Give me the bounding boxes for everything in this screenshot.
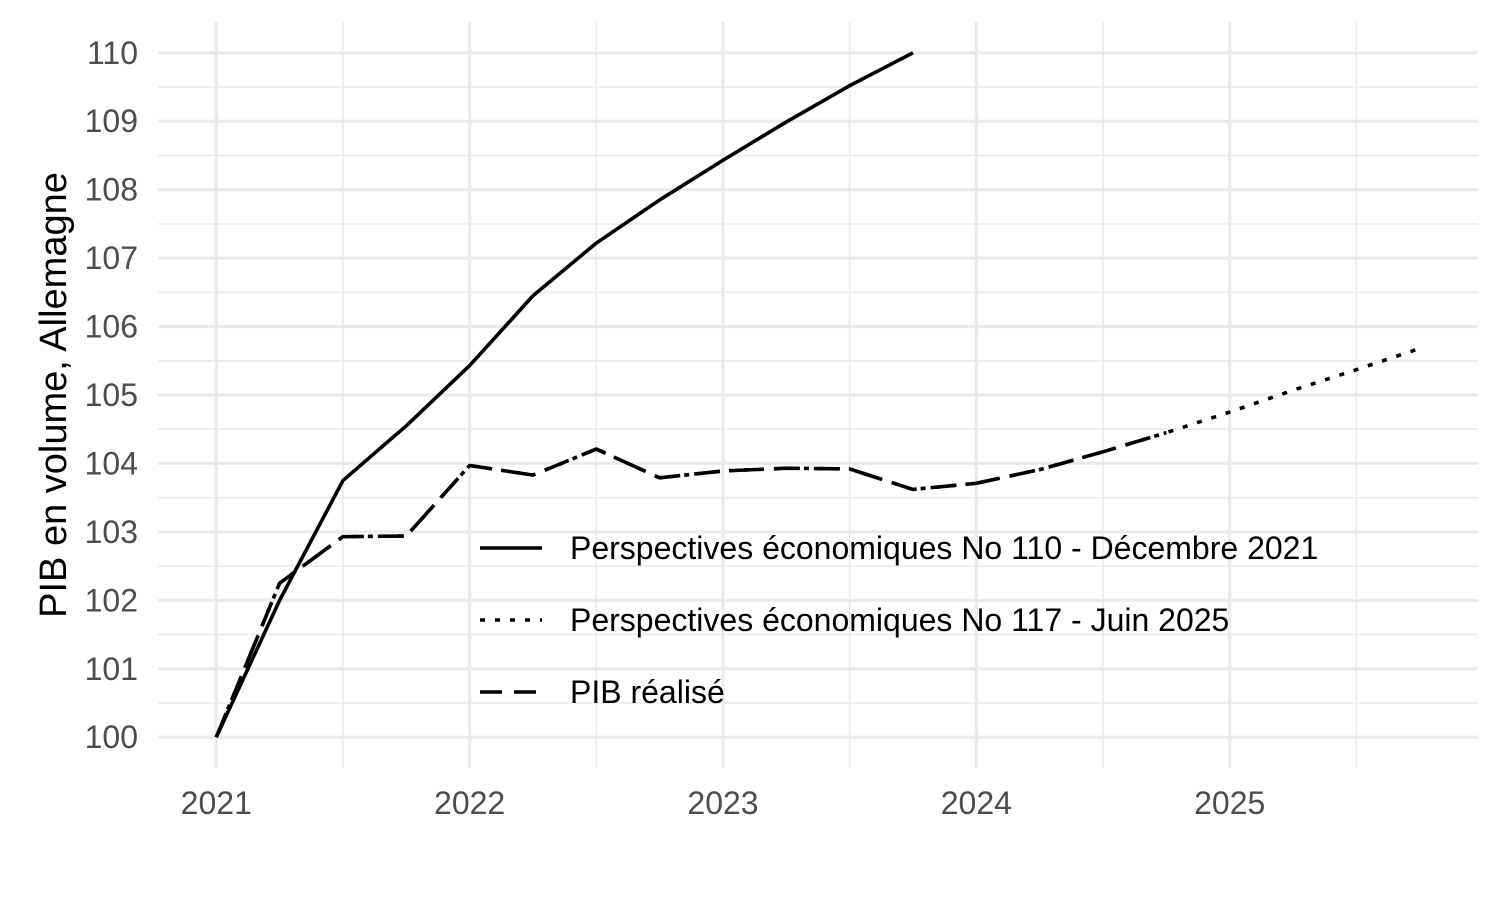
y-tick-label: 106 <box>85 309 138 345</box>
x-tick-label: 2025 <box>1194 785 1265 821</box>
x-axis-tick-labels: 2021 2022 2023 2024 2025 <box>181 785 1266 821</box>
y-axis-title: PIB en volume, Allemagne <box>33 172 75 618</box>
y-tick-label: 103 <box>85 514 138 550</box>
y-tick-label: 101 <box>85 651 138 687</box>
legend-label-3: PIB réalisé <box>570 674 725 710</box>
legend-label-2: Perspectives économiques No 117 - Juin 2… <box>570 602 1229 638</box>
y-tick-label: 110 <box>87 35 138 71</box>
y-tick-label: 109 <box>85 103 138 139</box>
legend-label-1: Perspectives économiques No 110 - Décemb… <box>570 530 1318 566</box>
x-tick-label: 2023 <box>687 785 758 821</box>
minor-gridlines <box>158 22 1478 768</box>
y-tick-label: 104 <box>85 445 138 481</box>
series-line-1 <box>214 51 914 738</box>
y-tick-label: 105 <box>85 377 138 413</box>
x-tick-label: 2021 <box>181 785 252 821</box>
y-axis-tick-labels: 100 101 102 103 104 105 106 107 108 109 110 <box>85 35 138 755</box>
x-tick-label: 2022 <box>434 785 505 821</box>
x-tick-label: 2024 <box>941 785 1012 821</box>
y-tick-label: 107 <box>85 240 138 276</box>
series-layer <box>214 51 1421 738</box>
y-tick-label: 102 <box>85 582 138 618</box>
y-tick-label: 108 <box>85 172 138 208</box>
legend: Perspectives économiques No 110 - Décemb… <box>480 530 1318 710</box>
major-gridlines <box>158 22 1478 768</box>
y-tick-label: 100 <box>85 719 138 755</box>
